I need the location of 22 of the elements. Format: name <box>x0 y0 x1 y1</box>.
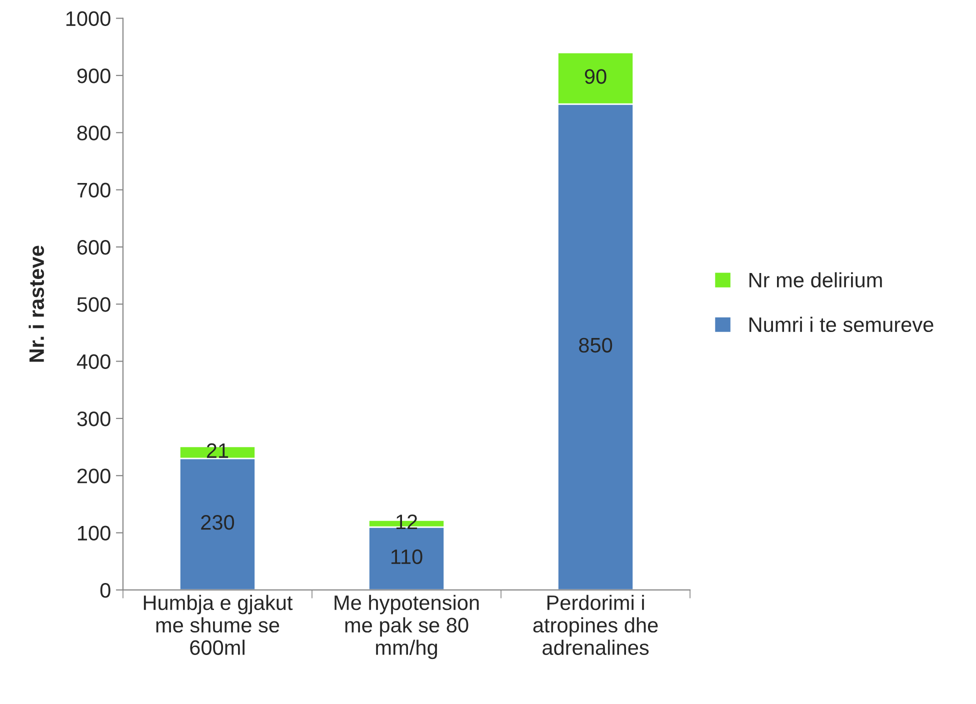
y-tick-label: 0 <box>100 582 110 598</box>
data-label: 850 <box>579 338 612 353</box>
x-tick-label: Me hypotension me pak se 80 mm/hg <box>334 594 479 660</box>
legend-label: Numri i te semureve <box>749 316 934 332</box>
y-tick-label: 500 <box>77 297 110 312</box>
y-tick-label: 700 <box>77 182 110 198</box>
data-label: 230 <box>201 515 234 530</box>
x-tick-label: Perdorimi i atropines dhe adrenalines <box>533 594 658 655</box>
y-axis-title: Nr. i rasteve <box>28 246 44 362</box>
y-tick-label: 600 <box>77 240 110 255</box>
y-tick-label: 800 <box>77 126 110 140</box>
x-tick-label: Humbja e gjakut me shume se 600ml <box>144 594 293 655</box>
y-tick-label: 200 <box>77 468 110 484</box>
y-tick-label: 100 <box>78 526 110 541</box>
y-tick-label: 1000 <box>66 11 110 26</box>
y-tick-label: 400 <box>76 354 110 370</box>
data-label: 110 <box>391 549 422 564</box>
data-label: 90 <box>584 69 606 84</box>
data-label: 21 <box>206 443 228 458</box>
y-tick-label: 300 <box>77 411 110 426</box>
y-tick-label: 900 <box>77 68 110 84</box>
legend-label: Nr me delirium <box>749 272 882 288</box>
